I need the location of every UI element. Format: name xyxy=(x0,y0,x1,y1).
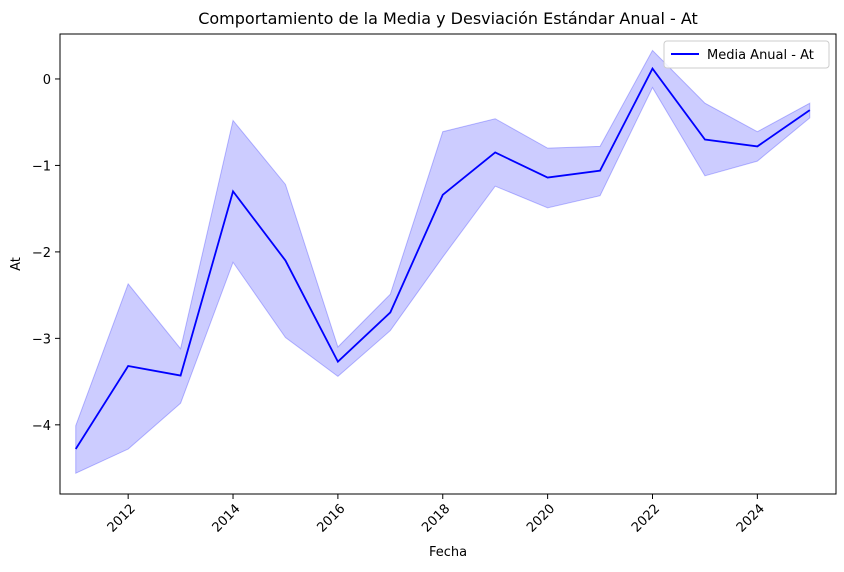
x-tick-label: 2022 xyxy=(629,502,663,536)
y-axis-label: At xyxy=(9,257,24,271)
y-tick-label: 0 xyxy=(43,73,51,88)
y-tick-label: −4 xyxy=(32,419,51,434)
x-axis-label: Fecha xyxy=(429,545,467,560)
chart-title: Comportamiento de la Media y Desviación … xyxy=(198,9,698,28)
legend: Media Anual - At xyxy=(663,40,830,69)
y-axis-ticks: 0 −1 −2 −3 −4 xyxy=(32,73,60,434)
x-tick-label: 2018 xyxy=(419,502,453,536)
x-tick-label: 2014 xyxy=(210,502,244,536)
series-line-layer xyxy=(74,66,811,450)
series-line-media-anual xyxy=(74,66,811,450)
plot-frame xyxy=(59,33,837,495)
x-axis-ticks: 2012 2014 2016 2018 2020 2022 2024 xyxy=(105,494,768,536)
std-band xyxy=(75,49,811,475)
std-band-layer xyxy=(75,49,811,475)
y-tick-label: −3 xyxy=(32,332,51,347)
x-tick-label: 2016 xyxy=(314,502,348,536)
legend-box xyxy=(663,40,830,69)
x-tick-label: 2012 xyxy=(105,502,139,536)
x-tick-label: 2024 xyxy=(734,502,768,536)
y-tick-label: −2 xyxy=(32,246,51,261)
y-tick-label: −1 xyxy=(32,159,51,174)
legend-label: Media Anual - At xyxy=(707,48,814,63)
x-tick-label: 2020 xyxy=(524,502,558,536)
